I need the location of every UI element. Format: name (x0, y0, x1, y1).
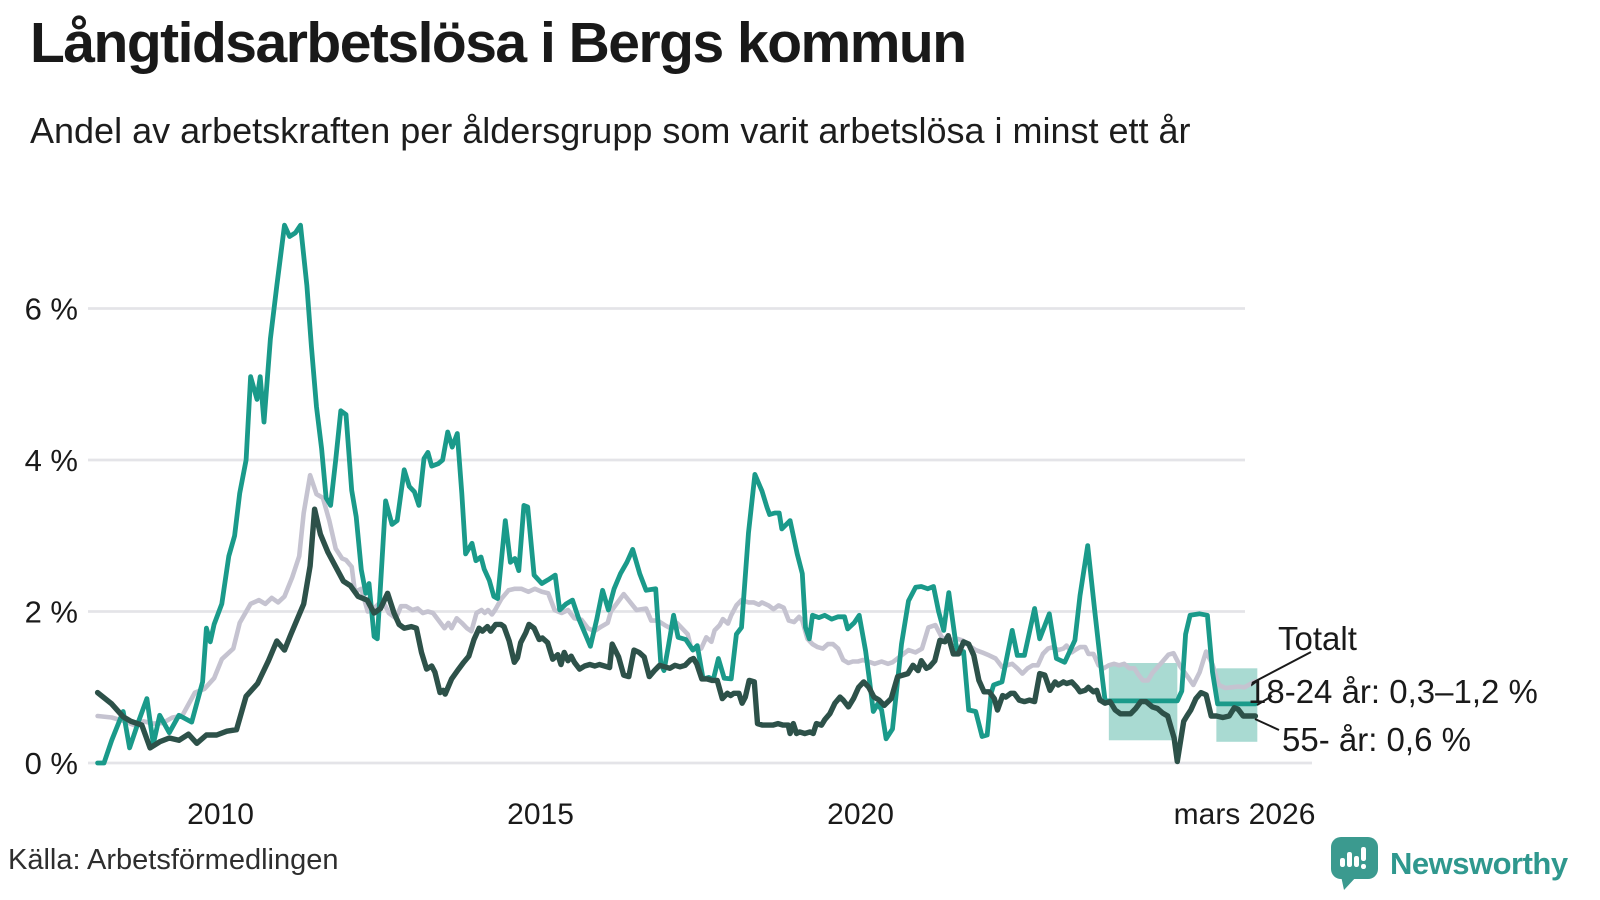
annotation-label: 55- år: 0,6 % (1282, 721, 1471, 758)
y-tick-label: 4 % (25, 443, 78, 478)
x-tick-label: 2020 (827, 798, 894, 831)
brand-footer: Newsworthy (1330, 836, 1568, 891)
series-line-18-24-r (95, 222, 1258, 766)
series-line-55-r (94, 506, 1259, 765)
series-line-totalt (95, 472, 1258, 728)
bar-chart-speech-bubble-icon (1331, 837, 1378, 890)
annotation-leader-line (1251, 651, 1312, 684)
x-tick-label: 2015 (507, 798, 574, 831)
x-tick-label: 2010 (187, 798, 254, 831)
y-tick-label: 6 % (25, 292, 78, 327)
source-note: Källa: Arbetsförmedlingen (8, 844, 339, 876)
annotation-leader-line (1256, 695, 1273, 706)
page-title: Långtidsarbetslösa i Bergs kommun (30, 11, 967, 75)
x-tick-label: mars 2026 (1174, 798, 1316, 831)
page-subtitle: Andel av arbetskraften per åldersgrupp s… (30, 110, 1191, 151)
annotation-leader-line (1254, 718, 1280, 731)
annotation-label: Totalt (1278, 620, 1357, 657)
annotation-label: 18-24 år: 0,3–1,2 % (1248, 673, 1538, 710)
brand-name: Newsworthy (1390, 845, 1568, 881)
y-tick-label: 2 % (25, 595, 78, 630)
y-tick-label: 0 % (25, 746, 78, 781)
